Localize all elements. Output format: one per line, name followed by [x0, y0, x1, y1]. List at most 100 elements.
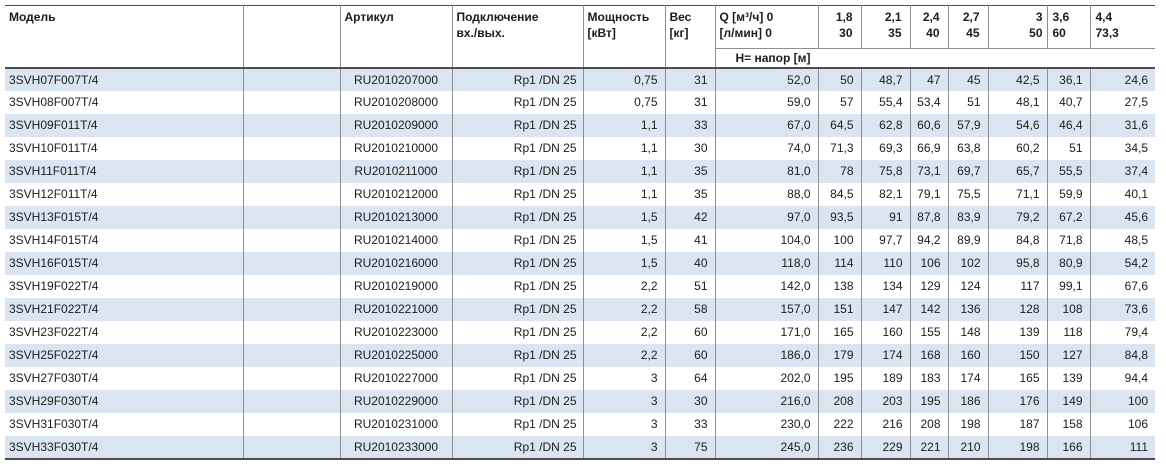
cell-spacer [242, 205, 340, 229]
cell-head-5: 99,1 [1046, 274, 1090, 298]
cell-head-4: 165 [987, 366, 1047, 390]
cell-artikul: RU2010213000 [339, 205, 452, 229]
cell-head-0: 78 [817, 159, 861, 183]
cell-model: 3SVH29F030T/4 [5, 389, 243, 413]
cell-head-3: 186 [947, 389, 988, 413]
cell-head-4: 79,2 [987, 205, 1047, 229]
cell-head-1: 97,7 [860, 228, 910, 252]
flow-m3h: 2,1 [884, 10, 902, 24]
cell-head-1: 91 [860, 205, 910, 229]
cell-connection: Rp1 /DN 25 [451, 297, 583, 321]
cell-head-5: 51 [1046, 136, 1090, 160]
cell-head-4: 84,8 [987, 228, 1047, 252]
cell-head-0: 195 [817, 366, 861, 390]
cell-artikul: RU2010219000 [339, 274, 452, 298]
cell-connection: Rp1 /DN 25 [451, 366, 583, 390]
flow-lmin: 30 [839, 26, 853, 41]
cell-head-5: 71,8 [1046, 228, 1090, 252]
cell-head-2: 195 [909, 389, 948, 413]
flow-m3h: 3,6 [1052, 10, 1070, 24]
cell-power: 2,2 [582, 274, 665, 298]
cell-head-6: 27,5 [1089, 90, 1155, 114]
flow-lmin: 50 [1029, 26, 1043, 41]
table-header: Модель Артикул Подключение вх./вых. Мощн… [5, 5, 1155, 69]
cell-q0: 186,0 [714, 343, 818, 367]
cell-head-4: 176 [987, 389, 1047, 413]
cell-head-3: 45 [947, 67, 988, 91]
flow-m3h: 2,7 [962, 10, 980, 24]
cell-head-6: 31,6 [1089, 113, 1155, 137]
cell-spacer [242, 67, 340, 91]
cell-weight: 42 [664, 205, 715, 229]
table-row: 3SVH14F015T/4 RU2010214000 Rp1 /DN 25 1,… [5, 228, 1155, 252]
cell-head-3: 89,9 [947, 228, 988, 252]
cell-weight: 30 [664, 136, 715, 160]
cell-head-0: 57 [817, 90, 861, 114]
column-header-flow-7: 4,4 73,3 [1089, 5, 1155, 49]
flow-m3h: 1,8 [835, 10, 853, 24]
cell-head-5: 139 [1046, 366, 1090, 390]
cell-head-3: 160 [947, 343, 988, 367]
cell-head-6: 84,8 [1089, 343, 1155, 367]
cell-head-6: 100 [1089, 389, 1155, 413]
cell-head-0: 64,5 [817, 113, 861, 137]
cell-q0: 118,0 [714, 251, 818, 275]
table-row: 3SVH11F011T/4 RU2010211000 Rp1 /DN 25 1,… [5, 159, 1155, 183]
cell-head-1: 216 [860, 412, 910, 436]
cell-model: 3SVH33F030T/4 [5, 435, 243, 459]
cell-q0: 104,0 [714, 228, 818, 252]
cell-power: 3 [582, 435, 665, 459]
cell-head-2: 221 [909, 435, 948, 459]
column-header-flow-1: 1,8 30 [817, 5, 861, 49]
cell-head-3: 75,5 [947, 182, 988, 206]
cell-artikul: RU2010223000 [339, 320, 452, 344]
cell-head-0: 236 [817, 435, 861, 459]
cell-model: 3SVH27F030T/4 [5, 366, 243, 390]
cell-artikul: RU2010231000 [339, 412, 452, 436]
cell-head-2: 87,8 [909, 205, 948, 229]
cell-head-1: 75,8 [860, 159, 910, 183]
table-row: 3SVH12F011T/4 RU2010212000 Rp1 /DN 25 1,… [5, 182, 1155, 206]
cell-spacer [242, 320, 340, 344]
column-header-spacer [242, 5, 340, 69]
pump-spec-table: Модель Артикул Подключение вх./вых. Мощн… [5, 5, 1155, 460]
cell-weight: 31 [664, 90, 715, 114]
cell-spacer [242, 182, 340, 206]
cell-head-2: 208 [909, 412, 948, 436]
table-body: 3SVH07F007T/4 RU2010207000 Rp1 /DN 25 0,… [5, 67, 1155, 459]
cell-q0: 230,0 [714, 412, 818, 436]
cell-model: 3SVH10F011T/4 [5, 136, 243, 160]
cell-model: 3SVH25F022T/4 [5, 343, 243, 367]
cell-head-0: 151 [817, 297, 861, 321]
cell-head-1: 189 [860, 366, 910, 390]
cell-spacer [242, 274, 340, 298]
cell-head-6: 24,6 [1089, 67, 1155, 91]
cell-model: 3SVH16F015T/4 [5, 251, 243, 275]
cell-head-2: 94,2 [909, 228, 948, 252]
cell-connection: Rp1 /DN 25 [451, 67, 583, 91]
cell-artikul: RU2010233000 [339, 435, 452, 459]
cell-head-4: 128 [987, 297, 1047, 321]
cell-weight: 35 [664, 182, 715, 206]
table-row: 3SVH25F022T/4 RU2010225000 Rp1 /DN 25 2,… [5, 343, 1155, 367]
cell-head-3: 210 [947, 435, 988, 459]
cell-spacer [242, 251, 340, 275]
cell-model: 3SVH11F011T/4 [5, 159, 243, 183]
cell-head-1: 160 [860, 320, 910, 344]
cell-head-1: 110 [860, 251, 910, 275]
cell-head-5: 67,2 [1046, 205, 1090, 229]
cell-weight: 58 [664, 297, 715, 321]
cell-head-6: 106 [1089, 412, 1155, 436]
cell-head-1: 134 [860, 274, 910, 298]
cell-model: 3SVH23F022T/4 [5, 320, 243, 344]
cell-head-4: 48,1 [987, 90, 1047, 114]
cell-head-2: 79,1 [909, 182, 948, 206]
cell-head-1: 62,8 [860, 113, 910, 137]
cell-q0: 216,0 [714, 389, 818, 413]
cell-artikul: RU2010210000 [339, 136, 452, 160]
cell-power: 3 [582, 412, 665, 436]
cell-head-6: 37,4 [1089, 159, 1155, 183]
flow-lmin: 60 [1052, 26, 1066, 41]
cell-model: 3SVH14F015T/4 [5, 228, 243, 252]
cell-head-4: 150 [987, 343, 1047, 367]
